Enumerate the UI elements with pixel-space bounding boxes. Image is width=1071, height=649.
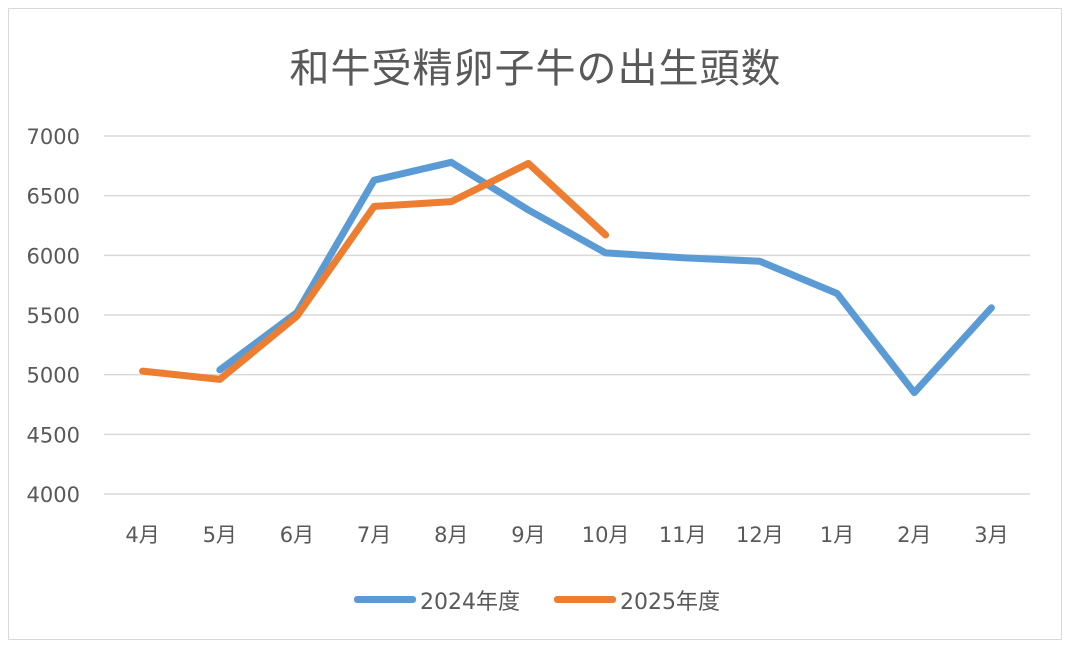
x-tick-label: 6月 xyxy=(280,523,314,547)
y-tick-label: 5000 xyxy=(27,364,80,388)
legend-swatch-2024 xyxy=(354,596,416,603)
gridlines xyxy=(104,135,1030,495)
x-axis: 4月 5月 6月 7月 8月 9月 10月 11月 12月 1月 2月 3月 xyxy=(125,523,1008,547)
legend-swatch-2025 xyxy=(554,596,616,603)
x-tick-label: 12月 xyxy=(736,523,784,547)
chart-title: 和牛受精卵子牛の出生頭数 xyxy=(289,46,782,92)
x-tick-label: 2月 xyxy=(897,523,931,547)
x-tick-label: 8月 xyxy=(434,523,468,547)
legend-label-2025: 2025年度 xyxy=(620,590,720,615)
series-lines xyxy=(139,158,995,397)
x-tick-label: 4月 xyxy=(125,523,159,547)
x-tick-label: 11月 xyxy=(659,523,707,547)
legend-label-2024: 2024年度 xyxy=(420,590,520,615)
x-tick-label: 9月 xyxy=(511,523,545,547)
series-line-2025年度 xyxy=(139,159,610,383)
y-tick-label: 6000 xyxy=(27,244,80,268)
x-tick-label: 10月 xyxy=(582,523,630,547)
y-axis: 4000 4500 5000 5500 6000 6500 7000 xyxy=(27,125,80,507)
y-tick-label: 4000 xyxy=(27,483,80,507)
series-line-2024年度 xyxy=(216,158,995,397)
x-tick-label: 7月 xyxy=(357,523,391,547)
x-tick-label: 5月 xyxy=(203,523,237,547)
y-tick-label: 5500 xyxy=(27,304,80,328)
y-tick-label: 7000 xyxy=(27,125,80,149)
legend: 2024年度 2025年度 xyxy=(0,582,1071,616)
x-tick-label: 3月 xyxy=(974,523,1008,547)
x-tick-label: 1月 xyxy=(820,523,854,547)
y-tick-label: 6500 xyxy=(27,185,80,209)
y-tick-label: 4500 xyxy=(27,423,80,447)
chart-frame xyxy=(8,8,1062,640)
